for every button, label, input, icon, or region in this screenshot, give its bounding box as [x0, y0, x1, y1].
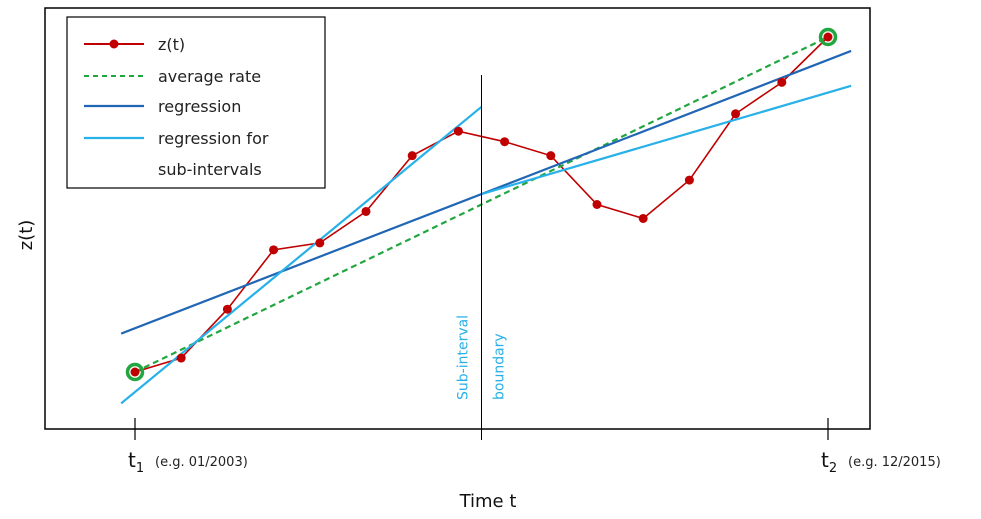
subregression-segment-2 — [481, 84, 852, 196]
series-points — [125, 27, 838, 382]
x-tick-label-2: t2 — [821, 448, 837, 476]
z-point-2 — [176, 353, 186, 363]
z-point-12 — [638, 213, 648, 223]
z-point-15 — [777, 77, 787, 87]
z-point-3 — [222, 304, 232, 314]
y-axis-label: z(t) — [16, 220, 37, 251]
legend-label-regression: regression — [158, 97, 241, 116]
plot-frame — [44, 7, 871, 430]
legend-label-subregression-2: sub-intervals — [158, 160, 262, 179]
highlight-ring-1 — [125, 362, 145, 382]
legend-swatch-z-marker — [109, 39, 119, 49]
legend-label-subregression: regression for — [158, 129, 269, 148]
z-point-8 — [453, 126, 463, 136]
z-point-7 — [407, 151, 417, 161]
legend-label-z: z(t) — [158, 35, 185, 54]
z-point-9 — [500, 137, 510, 147]
legend-label-average: average rate — [158, 67, 261, 86]
x-tick-label-1: t1 — [128, 448, 144, 476]
x-tick-note-1: (e.g. 01/2003) — [155, 455, 248, 470]
z-point-5 — [315, 238, 325, 248]
z-point-10 — [546, 151, 556, 161]
z-point-16 — [823, 32, 833, 42]
sub-interval-boundary: Sub-interval boundary — [456, 75, 508, 440]
z-point-1 — [130, 367, 140, 377]
z-point-13 — [684, 175, 694, 185]
x-axis-label: Time t — [459, 491, 517, 512]
z-point-14 — [731, 109, 741, 119]
x-axis-ticks: t1 (e.g. 01/2003) t2 (e.g. 12/2015) — [128, 418, 941, 476]
x-tick-note-2: (e.g. 12/2015) — [848, 455, 941, 470]
highlight-ring-2 — [818, 27, 838, 47]
boundary-label-line1: Sub-interval — [456, 315, 472, 400]
legend: z(t) average rate regression regression … — [66, 16, 326, 189]
boundary-label-line2: boundary — [492, 333, 508, 400]
z-point-11 — [592, 200, 602, 209]
z-point-6 — [361, 206, 371, 216]
z-point-4 — [269, 245, 279, 255]
